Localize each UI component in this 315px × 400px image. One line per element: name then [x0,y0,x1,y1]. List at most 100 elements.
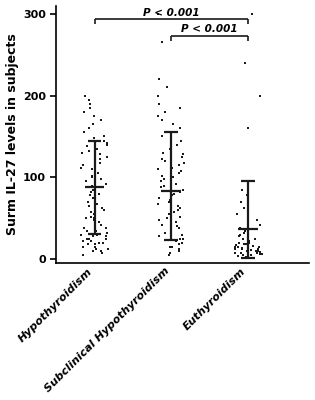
Point [89,182,94,189]
Point [155,200,160,207]
Point [180,151,185,158]
Point [157,194,162,201]
Point [258,251,263,258]
Point [94,200,99,207]
Point [177,125,182,132]
Point [169,244,175,250]
Point [98,184,103,190]
Point [93,158,98,164]
Point [170,121,175,127]
Point [155,92,160,99]
Point [177,225,182,231]
Point [251,254,256,261]
Point [93,223,98,230]
Point [89,214,94,220]
Point [167,211,172,217]
Point [92,241,97,248]
Point [87,125,92,132]
Point [92,215,97,222]
Point [168,227,173,234]
Point [170,192,175,198]
Point [83,178,88,185]
Point [103,236,108,242]
Point [80,238,85,244]
Point [256,246,261,252]
Point [180,240,185,246]
Point [179,154,184,160]
Point [178,205,183,212]
Point [160,150,165,156]
Point [104,233,109,240]
Point [241,252,246,258]
Point [167,250,172,256]
Point [87,100,92,107]
Point [161,176,166,182]
Point [238,225,243,231]
Point [236,233,241,240]
Point [259,251,264,258]
Point [87,96,92,103]
Point [78,164,83,171]
Point [179,232,184,238]
Point [105,154,110,160]
Point [92,113,97,119]
Point [242,205,247,212]
Point [86,241,91,248]
Point [167,199,172,205]
Point [157,76,162,82]
Point [156,113,161,119]
Point [100,205,105,212]
Point [84,227,89,234]
Point [96,190,101,197]
Point [255,217,260,223]
Point [246,255,251,262]
Point [161,182,166,189]
Point [165,84,170,90]
Point [244,248,249,254]
Point [240,236,245,242]
Point [178,189,183,195]
Point [176,203,181,209]
Point [90,172,95,179]
Point [255,250,260,256]
Point [163,230,168,236]
Point [235,211,240,217]
Point [103,225,108,231]
Point [89,189,94,195]
Point [173,219,178,226]
Point [181,236,186,242]
Point [84,236,89,242]
Point [93,168,98,174]
Point [82,109,87,115]
Point [248,252,253,258]
Point [88,105,93,111]
Point [160,172,165,179]
Point [172,190,177,197]
Point [156,100,161,107]
Point [97,240,102,246]
Point [253,248,258,254]
Point [99,176,104,182]
Point [83,92,88,99]
Point [105,246,110,252]
Point [177,236,182,242]
Point [238,199,243,205]
Point [179,168,184,174]
Point [175,223,180,230]
Point [86,236,91,242]
Point [238,250,243,257]
Point [158,178,163,185]
Point [177,162,182,168]
Point [239,244,244,251]
Point [80,244,85,250]
Point [239,186,244,193]
Point [246,238,251,244]
Point [84,215,89,222]
Point [92,244,97,250]
Point [159,117,164,123]
Point [98,160,103,166]
Point [171,174,176,180]
Point [243,241,248,248]
Point [252,236,257,242]
Point [91,217,96,223]
